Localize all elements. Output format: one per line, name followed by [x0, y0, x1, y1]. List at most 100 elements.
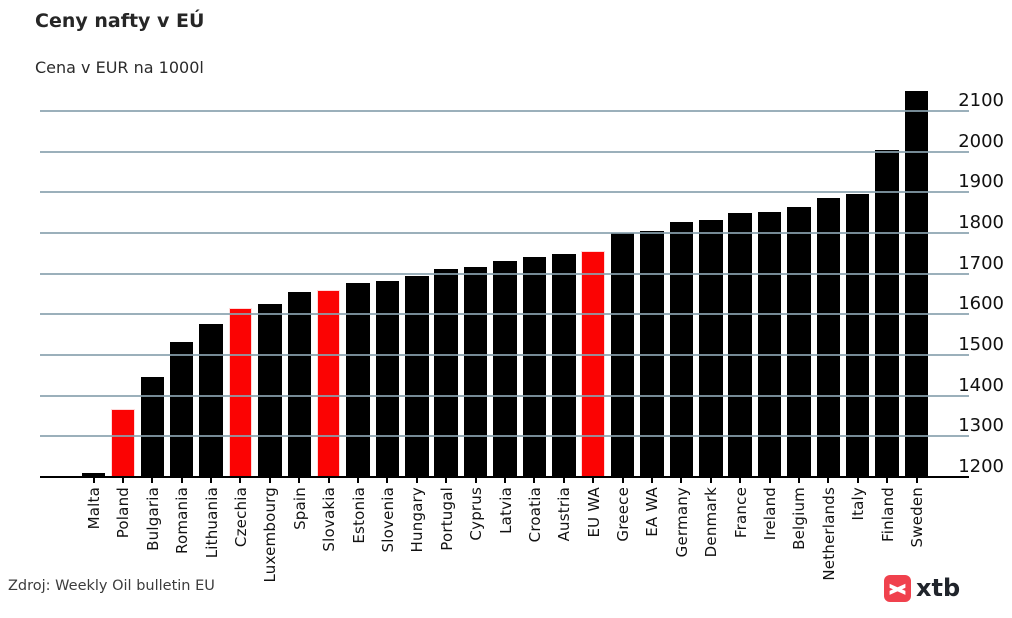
- gridline-1500: [40, 353, 969, 356]
- x-axis-label-czechia: Czechia: [231, 487, 250, 548]
- gridline-1400: [40, 394, 969, 397]
- bar-slovakia: [316, 289, 341, 477]
- bar-lithuania: [199, 324, 223, 477]
- bar-spain: [287, 291, 311, 477]
- bar-portugal: [434, 268, 458, 477]
- bar-hungary: [405, 276, 429, 477]
- x-tick-mark: [210, 478, 213, 483]
- y-axis-label-1900: 1900: [958, 171, 1004, 193]
- x-axis-label-bulgaria: Bulgaria: [143, 487, 162, 551]
- x-axis-label-estonia: Estonia: [349, 487, 368, 544]
- x-tick-mark: [415, 478, 418, 483]
- x-axis-label-ea-wa: EA WA: [643, 487, 662, 537]
- bar-estonia: [346, 283, 370, 477]
- x-tick-mark: [709, 478, 712, 483]
- x-tick-mark: [621, 478, 624, 483]
- bar-ireland: [757, 211, 782, 477]
- gridline-1700: [40, 272, 969, 275]
- x-tick-mark: [386, 478, 389, 483]
- bar-poland: [111, 409, 135, 477]
- chart-title: Ceny nafty v EÚ: [35, 10, 205, 32]
- x-axis-label-poland: Poland: [114, 487, 133, 539]
- x-tick-mark: [915, 478, 918, 483]
- gridline-1900: [40, 191, 969, 194]
- y-axis-label-1500: 1500: [958, 333, 1004, 355]
- x-tick-mark: [151, 478, 154, 483]
- x-tick-mark: [357, 478, 360, 483]
- x-axis-label-austria: Austria: [555, 487, 574, 542]
- bar-germany: [669, 222, 694, 477]
- x-tick-mark: [533, 478, 536, 483]
- x-axis-label-netherlands: Netherlands: [819, 487, 838, 581]
- xtb-x-icon: [884, 575, 911, 602]
- x-tick-mark: [827, 478, 830, 483]
- y-axis-label-1200: 1200: [958, 456, 1004, 477]
- bar-netherlands: [816, 198, 841, 477]
- x-axis-label-latvia: Latvia: [496, 487, 515, 534]
- x-tick-mark: [474, 478, 477, 483]
- x-axis-label-slovenia: Slovenia: [378, 487, 397, 553]
- x-tick-mark: [268, 478, 271, 483]
- x-tick-mark: [650, 478, 653, 483]
- x-axis-line: [40, 476, 969, 478]
- x-tick-mark: [445, 478, 448, 483]
- x-tick-mark: [239, 478, 242, 483]
- bar-bulgaria: [140, 376, 165, 477]
- x-axis-label-slovakia: Slovakia: [320, 487, 339, 552]
- x-axis-label-malta: Malta: [85, 487, 103, 530]
- y-axis-label-1600: 1600: [958, 293, 1004, 315]
- gridline-1600: [40, 313, 969, 316]
- x-tick-mark: [592, 478, 595, 483]
- bar-ea-wa: [640, 230, 664, 477]
- x-tick-mark: [298, 478, 301, 483]
- x-axis-label-germany: Germany: [672, 487, 691, 558]
- gridline-2000: [40, 150, 969, 153]
- y-axis-label-1300: 1300: [958, 415, 1004, 437]
- x-tick-mark: [797, 478, 800, 483]
- x-tick-mark: [180, 478, 183, 483]
- x-tick-mark: [562, 478, 565, 483]
- x-axis-label-hungary: Hungary: [408, 487, 427, 553]
- x-tick-mark: [856, 478, 859, 483]
- x-tick-mark: [92, 478, 95, 483]
- x-axis-label-sweden: Sweden: [908, 487, 926, 548]
- x-axis-label-luxembourg: Luxembourg: [261, 487, 280, 583]
- xtb-logo-text: xtb: [916, 574, 961, 602]
- x-axis-label-lithuania: Lithuania: [202, 487, 221, 559]
- x-tick-mark: [768, 478, 771, 483]
- x-axis-label-ireland: Ireland: [761, 487, 780, 541]
- gridline-1800: [40, 231, 969, 234]
- bar-sweden: [904, 91, 929, 477]
- bar-luxembourg: [258, 304, 282, 477]
- x-tick-mark: [680, 478, 683, 483]
- gridline-1300: [40, 435, 969, 438]
- y-axis-label-1800: 1800: [958, 211, 1004, 233]
- y-axis-label-1400: 1400: [958, 374, 1004, 396]
- bar-denmark: [699, 219, 723, 477]
- bar-malta: [81, 472, 106, 477]
- source-note: Zdroj: Weekly Oil bulletin EU: [8, 578, 215, 594]
- x-axis-label-italy: Italy: [849, 487, 868, 521]
- bar-slovenia: [375, 281, 400, 477]
- y-axis-label-2000: 2000: [958, 130, 1004, 152]
- x-tick-mark: [327, 478, 330, 483]
- x-tick-mark: [121, 478, 124, 483]
- bar-cyprus: [463, 267, 488, 477]
- x-tick-mark: [886, 478, 889, 483]
- x-axis-label-denmark: Denmark: [702, 487, 721, 558]
- bar-austria: [552, 254, 576, 477]
- bar-france: [728, 213, 752, 477]
- x-axis-label-greece: Greece: [614, 487, 633, 542]
- x-axis-label-portugal: Portugal: [437, 487, 456, 551]
- x-axis-label-eu-wa: EU WA: [584, 487, 603, 538]
- bar-croatia: [522, 256, 547, 477]
- gridline-2100: [40, 109, 969, 112]
- x-axis-label-romania: Romania: [173, 487, 192, 554]
- bar-czechia: [228, 307, 253, 477]
- x-tick-mark: [739, 478, 742, 483]
- chart-subtitle: Cena v EUR na 1000l: [35, 58, 204, 77]
- y-axis-label-2100: 2100: [958, 89, 1004, 111]
- y-axis-label-1700: 1700: [958, 252, 1004, 274]
